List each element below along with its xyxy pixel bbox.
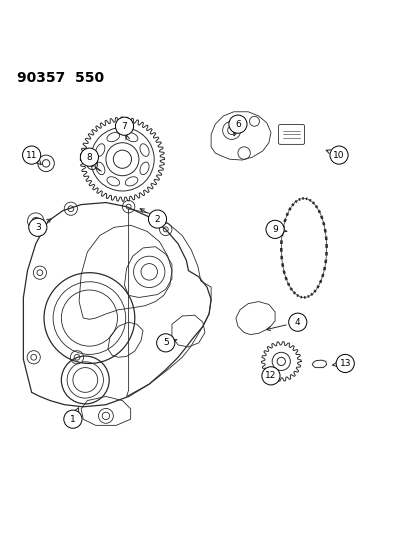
Circle shape: [28, 218, 47, 236]
Circle shape: [329, 146, 347, 164]
Circle shape: [156, 334, 174, 352]
Text: 1: 1: [70, 415, 76, 424]
Circle shape: [80, 148, 98, 166]
Text: 9: 9: [272, 225, 277, 234]
Text: 12: 12: [265, 372, 276, 381]
Text: 6: 6: [235, 119, 240, 128]
Circle shape: [115, 117, 133, 135]
Circle shape: [22, 146, 40, 164]
Circle shape: [148, 210, 166, 228]
Text: 7: 7: [121, 122, 127, 131]
Circle shape: [266, 220, 283, 238]
Circle shape: [261, 367, 279, 385]
Text: 3: 3: [35, 223, 40, 232]
Text: 11: 11: [26, 151, 37, 159]
Text: 10: 10: [332, 151, 344, 159]
Circle shape: [335, 354, 354, 373]
Circle shape: [64, 410, 82, 428]
Text: 4: 4: [294, 318, 300, 327]
Text: 5: 5: [162, 338, 168, 348]
Text: 8: 8: [86, 152, 92, 161]
Circle shape: [228, 115, 247, 133]
Text: 2: 2: [154, 215, 160, 223]
Text: 90357  550: 90357 550: [17, 70, 104, 85]
Circle shape: [288, 313, 306, 332]
Text: 13: 13: [339, 359, 350, 368]
